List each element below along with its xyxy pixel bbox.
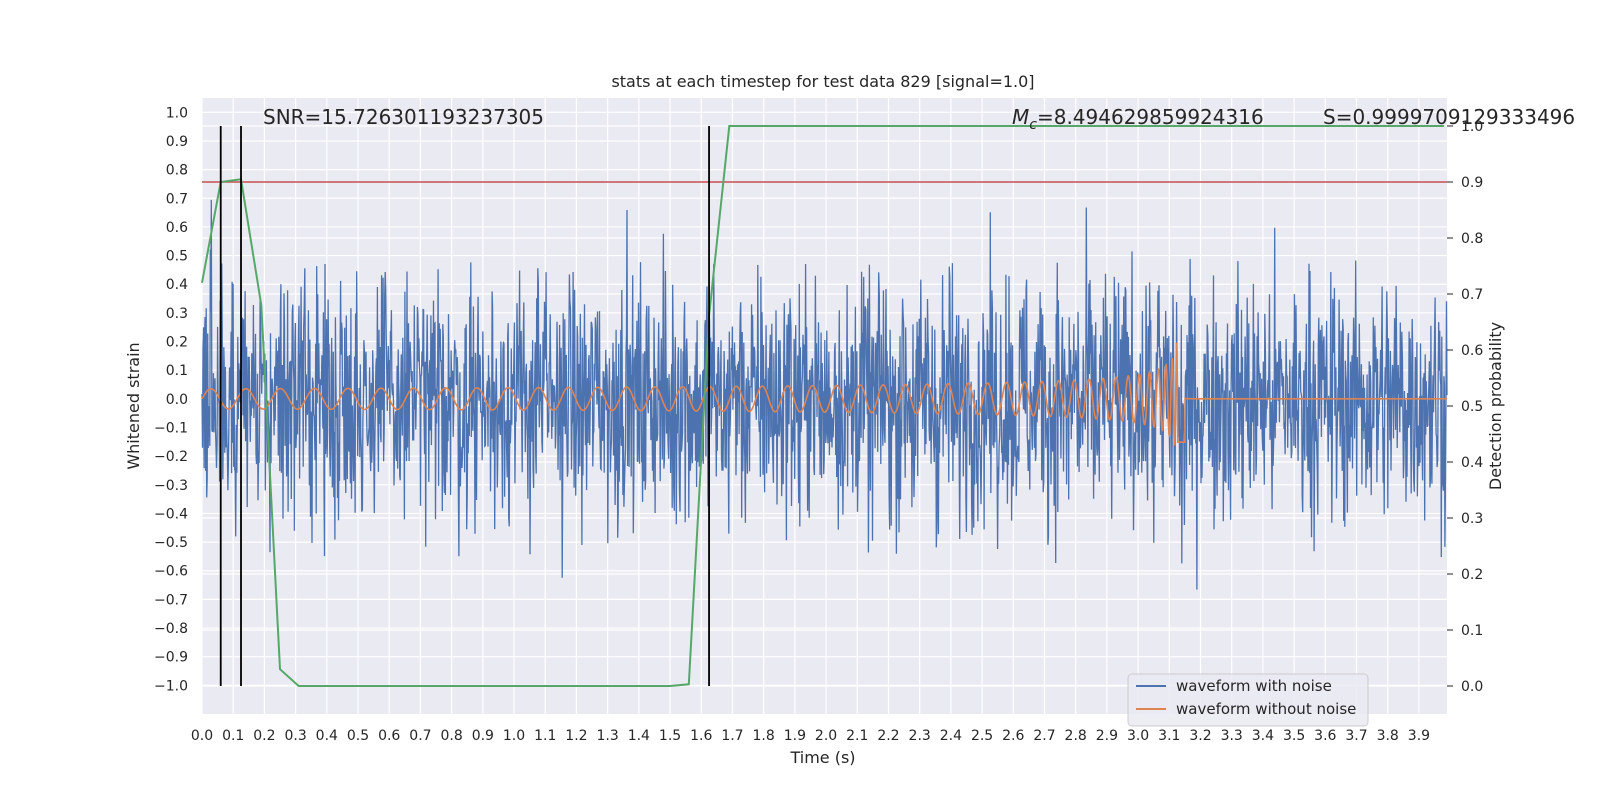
x-tick-label: 2.1 [846, 728, 868, 744]
y-tick-label: 0.5 [166, 249, 188, 265]
y-tick-label: 0.0 [166, 392, 188, 408]
x-tick-label: 1.8 [753, 728, 775, 744]
x-tick-label: 3.5 [1283, 728, 1305, 744]
y2-tick-label: 0.1 [1461, 623, 1483, 639]
y-tick-label: 0.8 [166, 163, 188, 179]
x-tick-label: 1.7 [721, 728, 743, 744]
chirp-mass-value: =8.494629859924316 [1037, 105, 1264, 129]
x-tick-label: 0.7 [409, 728, 431, 744]
x-tick-label: 2.0 [815, 728, 837, 744]
x-tick-label: 0.2 [253, 728, 275, 744]
x-tick-label: 1.3 [597, 728, 619, 744]
x-tick-label: 0.3 [284, 728, 306, 744]
x-tick-label: 2.7 [1033, 728, 1055, 744]
snr-annotation: SNR=15.726301193237305 [263, 105, 544, 129]
y2-tick-label: 0.7 [1461, 287, 1483, 303]
y2-tick-label: 0.3 [1461, 511, 1483, 527]
x-axis-label: Time (s) [789, 748, 855, 767]
y-tick-label: 0.7 [166, 191, 188, 207]
y2-axis-label: Detection probability [1486, 322, 1505, 490]
legend-label-signal: waveform without noise [1176, 700, 1356, 718]
y-tick-label: −1.0 [154, 678, 188, 694]
x-tick-label: 2.4 [940, 728, 962, 744]
x-tick-label: 3.9 [1408, 728, 1430, 744]
y2-tick-label: 0.9 [1461, 175, 1483, 191]
legend-box [1127, 673, 1369, 727]
chirp-mass-annotation: Mc=8.494629859924316 [1012, 105, 1264, 133]
detection-probability-line [201, 125, 1444, 687]
x-tick-label: 3.2 [1189, 728, 1211, 744]
x-tick-label: 3.6 [1314, 728, 1336, 744]
vertical-markers [219, 126, 710, 686]
y-tick-label: 0.3 [166, 306, 188, 322]
y-tick-label: −0.2 [154, 449, 188, 465]
x-tick-label: 3.4 [1252, 728, 1274, 744]
y-tick-label: 1.0 [166, 105, 188, 121]
x-tick-label: 0.0 [191, 728, 213, 744]
s-annotation: S=0.9999709129333496 [1323, 105, 1575, 129]
legend-label-noise: waveform with noise [1176, 677, 1332, 695]
x-tick-label: 3.0 [1127, 728, 1149, 744]
series-layer [201, 125, 1448, 687]
y-tick-label: −0.5 [154, 535, 188, 551]
y-tick-label: −0.1 [154, 420, 188, 436]
x-tick-label: 2.8 [1065, 728, 1087, 744]
x-tick-label: 1.6 [690, 728, 712, 744]
y-tick-label: −0.3 [154, 478, 188, 494]
y-tick-label: 0.1 [166, 363, 188, 379]
chirp-mass-symbol: M [1012, 105, 1029, 129]
y2-tick-label: 0.2 [1461, 567, 1483, 583]
x-tick-label: 3.8 [1377, 728, 1399, 744]
chirp-mass-subscript: c [1029, 117, 1037, 133]
y2-tick-label: 0.0 [1461, 679, 1483, 695]
x-tick-label: 0.4 [316, 728, 338, 744]
axes: 0.0 0.1 0.2 0.3 0.4 0.5 0.6 0.7 0.8 0.9 1.0 1.1 1.2 1… [154, 105, 1483, 744]
x-tick-label: 2.9 [1096, 728, 1118, 744]
chart-title: stats at each timestep for test data 829… [611, 72, 1034, 91]
x-tick-label: 1.4 [628, 728, 650, 744]
y-tick-label: 0.6 [166, 220, 188, 236]
x-tick-label: 0.9 [472, 728, 494, 744]
x-tick-label: 1.2 [565, 728, 587, 744]
y-tick-label: −0.7 [154, 592, 188, 608]
y-tick-label: 0.9 [166, 134, 188, 150]
y-tick-label: −0.6 [154, 564, 188, 580]
y2-tick-label: 0.5 [1461, 399, 1483, 415]
clean-waveform-line [201, 342, 1447, 446]
x-tick-label: 2.5 [971, 728, 993, 744]
x-tick-label: 2.3 [909, 728, 931, 744]
x-tick-label: 0.1 [222, 728, 244, 744]
x-tick-label: 3.3 [1221, 728, 1243, 744]
x-tick-label: 2.2 [877, 728, 899, 744]
x-tick-label: 1.5 [659, 728, 681, 744]
x-tick-label: 3.7 [1345, 728, 1367, 744]
x-tick-label: 3.1 [1158, 728, 1180, 744]
y-tick-label: −0.9 [154, 650, 188, 666]
x-tick-label: 0.5 [347, 728, 369, 744]
x-tick-label: 1.0 [503, 728, 525, 744]
y-tick-label: −0.8 [154, 621, 188, 637]
y-tick-label: 0.2 [166, 335, 188, 351]
x-tick-label: 0.8 [440, 728, 462, 744]
y2-tick-label: 0.6 [1461, 343, 1483, 359]
legend: waveform with noise waveform without noi… [1127, 673, 1369, 727]
x-tick-label: 0.6 [378, 728, 400, 744]
y-tick-label: 0.4 [166, 277, 188, 293]
x-tick-label: 2.6 [1002, 728, 1024, 744]
y-axis-label: Whitened strain [124, 342, 143, 469]
x-tick-label: 1.1 [534, 728, 556, 744]
y2-tick-label: 0.4 [1461, 455, 1483, 471]
noisy-waveform-line [201, 199, 1448, 590]
y2-tick-label: 1.0 [1461, 119, 1483, 135]
y2-tick-label: 0.8 [1461, 231, 1483, 247]
y-tick-label: −0.4 [154, 506, 188, 522]
x-tick-label: 1.9 [784, 728, 806, 744]
